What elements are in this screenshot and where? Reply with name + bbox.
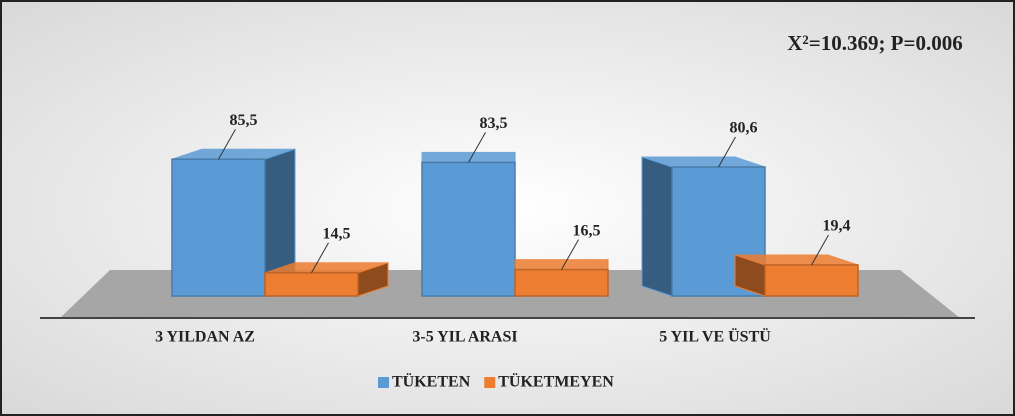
bar bbox=[264, 272, 359, 297]
data-label: 80,6 bbox=[730, 120, 758, 137]
leader-line bbox=[811, 234, 829, 266]
data-label: 19,4 bbox=[823, 218, 851, 235]
legend-label: TÜKETMEYEN bbox=[498, 373, 614, 391]
bar bbox=[764, 264, 859, 297]
bar-top bbox=[514, 259, 609, 271]
x-tick-label: 3 YILDAN AZ bbox=[155, 329, 255, 346]
bar bbox=[421, 161, 516, 297]
x-tick-label: 5 YIL VE ÜSTÜ bbox=[659, 328, 771, 346]
data-label: 85,5 bbox=[230, 112, 258, 129]
annotation: X²=10.369; P=0.006 bbox=[787, 31, 962, 55]
bar-top bbox=[421, 151, 516, 163]
data-label: 83,5 bbox=[480, 115, 508, 132]
data-label: 16,5 bbox=[573, 222, 601, 239]
x-tick-label: 3-5 YIL ARASI bbox=[412, 329, 517, 346]
leader-line bbox=[311, 242, 329, 274]
legend-swatch bbox=[378, 377, 389, 388]
bar bbox=[514, 268, 609, 297]
leader-line bbox=[718, 136, 736, 168]
bar-side bbox=[641, 156, 673, 297]
legend-label: TÜKETEN bbox=[392, 373, 471, 391]
legend-swatch bbox=[484, 377, 496, 388]
leader-line bbox=[218, 128, 236, 160]
leader-line bbox=[468, 132, 486, 163]
leader-line bbox=[561, 239, 579, 270]
bar bbox=[171, 158, 266, 297]
data-label: 14,5 bbox=[323, 225, 351, 242]
